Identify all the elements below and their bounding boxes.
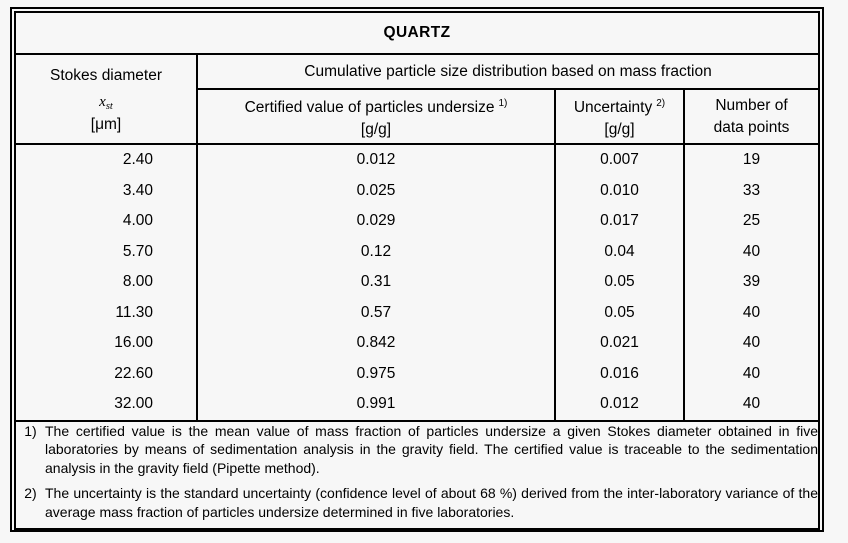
data-points-header: Number of data points (683, 88, 820, 145)
data-points-value: 25 (683, 206, 820, 237)
uncertainty-value: 0.012 (554, 389, 685, 421)
table-row: 3.40 0.025 0.010 33 (14, 175, 820, 206)
table-row: 8.00 0.31 0.05 39 (14, 267, 820, 298)
table-row: 4.00 0.029 0.017 25 (14, 206, 820, 237)
certified-value: 0.975 (196, 358, 556, 389)
data-points-value: 40 (683, 297, 820, 328)
footnote-1-text: The certified value is the mean value of… (45, 422, 818, 476)
data-points-value: 19 (683, 144, 820, 176)
uncertainty-label: Uncertainty (573, 98, 653, 116)
diameter-value: 4.00 (14, 206, 198, 237)
data-points-value: 40 (683, 389, 820, 421)
uncertainty-unit: [g/g] (604, 120, 635, 138)
footnote-2-marker: 2) (24, 485, 37, 501)
footnote-ref-2: 2) (656, 97, 666, 109)
data-points-value: 39 (683, 267, 820, 298)
data-points-value: 40 (683, 236, 820, 267)
table-row: 5.70 0.12 0.04 40 (14, 236, 820, 267)
table-title: QUARTZ (14, 11, 820, 55)
footnote-2-text: The uncertainty is the standard uncertai… (45, 485, 818, 520)
uncertainty-value: 0.05 (554, 267, 685, 298)
uncertainty-value: 0.016 (554, 358, 685, 389)
certified-value: 0.012 (196, 144, 556, 176)
certificate-table-frame: QUARTZ Stokes diameter xst [μm] Cumulati… (10, 7, 824, 532)
data-points-value: 40 (683, 328, 820, 359)
stokes-symbol-base: x (99, 93, 106, 110)
data-points-label-line1: Number of (715, 96, 788, 114)
data-points-value: 40 (683, 358, 820, 389)
footnote-1-marker: 1) (24, 422, 37, 439)
uncertainty-value: 0.05 (554, 297, 685, 328)
header-row-1: Stokes diameter xst [μm] Cumulative part… (14, 53, 820, 145)
diameter-value: 32.00 (14, 389, 198, 421)
table-row: 11.30 0.57 0.05 40 (14, 297, 820, 328)
title-row: QUARTZ (14, 11, 820, 55)
diameter-value: 3.40 (14, 175, 198, 206)
footnote-ref-1: 1) (498, 97, 508, 109)
footnote-2: 2) The uncertainty is the standard uncer… (16, 484, 818, 521)
certified-value: 0.31 (196, 267, 556, 298)
table-row: 32.00 0.991 0.012 40 (14, 389, 820, 421)
distribution-span-header: Cumulative particle size distribution ba… (196, 53, 820, 90)
certified-value-unit: [g/g] (360, 120, 392, 138)
certified-value-label: Certified value of particles undersize (244, 98, 495, 116)
diameter-value: 11.30 (14, 297, 198, 328)
stokes-unit-label: [μm] (90, 115, 122, 133)
diameter-value: 2.40 (14, 144, 198, 176)
certified-value-header: Certified value of particles undersize 1)… (196, 88, 556, 145)
footnote-1: 1) The certified value is the mean value… (16, 422, 818, 478)
table-row: 16.00 0.842 0.021 40 (14, 328, 820, 359)
stokes-diameter-header: Stokes diameter xst [μm] (14, 53, 198, 145)
stokes-symbol-subscript: st (105, 100, 113, 112)
footnotes-section: 1) The certified value is the mean value… (14, 419, 820, 530)
diameter-value: 22.60 (14, 358, 198, 389)
data-points-value: 33 (683, 175, 820, 206)
data-points-label-line2: data points (713, 118, 790, 136)
table-row: 2.40 0.012 0.007 19 (14, 144, 820, 176)
header-row-2: Certified value of particles undersize 1)… (15, 88, 820, 145)
uncertainty-value: 0.04 (554, 236, 685, 267)
uncertainty-value: 0.010 (554, 175, 685, 206)
diameter-value: 5.70 (14, 236, 198, 267)
uncertainty-value: 0.021 (554, 328, 685, 359)
certified-value: 0.57 (196, 297, 556, 328)
footnotes-row: 1) The certified value is the mean value… (14, 419, 820, 530)
diameter-value: 8.00 (14, 267, 198, 298)
certified-value: 0.029 (196, 206, 556, 237)
quartz-data-table: QUARTZ Stokes diameter xst [μm] Cumulati… (14, 11, 820, 530)
diameter-value: 16.00 (14, 328, 198, 359)
uncertainty-value: 0.017 (554, 206, 685, 237)
certified-value: 0.025 (196, 175, 556, 206)
stokes-symbol: xst (16, 94, 196, 112)
certified-value: 0.12 (196, 236, 556, 267)
certified-value: 0.991 (196, 389, 556, 421)
uncertainty-value: 0.007 (554, 144, 685, 176)
uncertainty-header: Uncertainty 2) [g/g] (554, 88, 685, 145)
table-row: 22.60 0.975 0.016 40 (14, 358, 820, 389)
stokes-diameter-label: Stokes diameter (50, 66, 162, 84)
certified-value: 0.842 (196, 328, 556, 359)
